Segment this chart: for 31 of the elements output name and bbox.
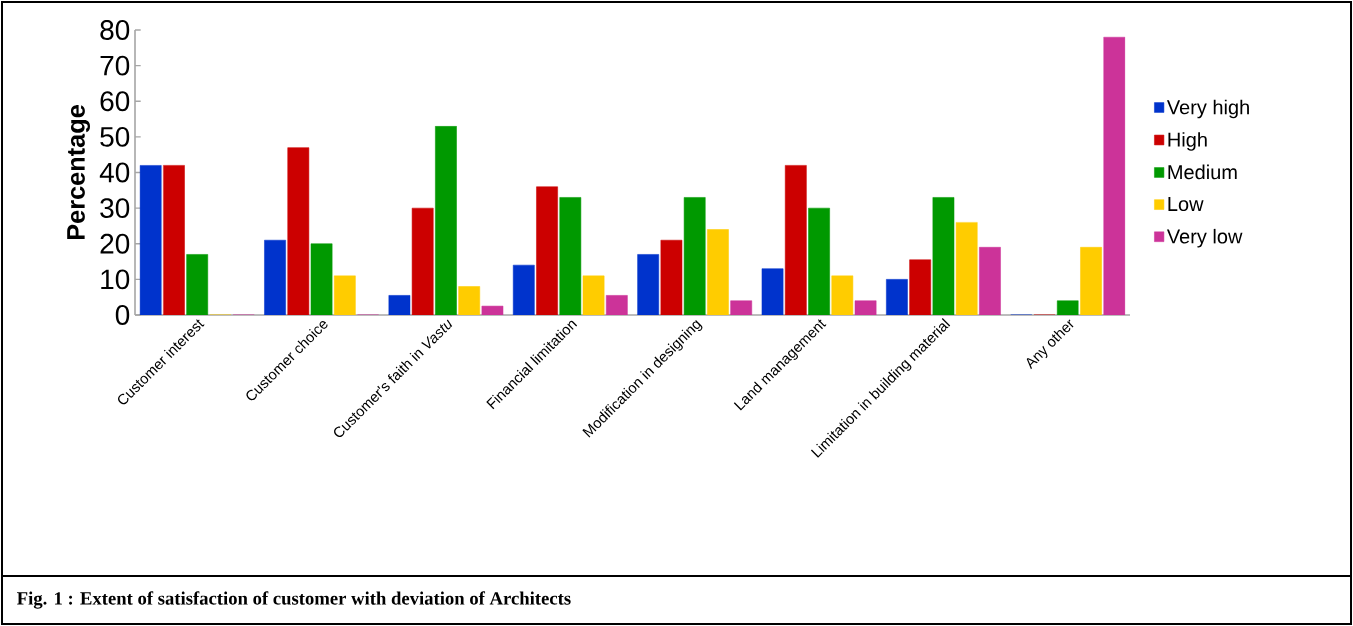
bar	[1056, 300, 1079, 315]
y-tick-label: 80	[100, 20, 130, 40]
bar	[683, 197, 706, 315]
caption: Fig. 1 : Extent of satisfaction of customer with deviation of Architects	[17, 591, 571, 609]
bar	[310, 243, 333, 315]
bar	[808, 207, 830, 315]
legend-label: Medium	[1168, 164, 1237, 180]
y-tick-label: 20	[100, 233, 130, 254]
bar	[512, 264, 535, 315]
y-tick-label: 50	[100, 126, 130, 147]
bar	[932, 197, 955, 315]
legend-label: Low	[1168, 197, 1204, 212]
bar	[264, 239, 286, 315]
y-tick-label: 40	[99, 162, 130, 183]
bar	[886, 279, 908, 315]
bar	[637, 254, 660, 315]
legend-label: Very high	[1166, 99, 1249, 119]
bar	[435, 125, 457, 315]
legend-label: Very low	[1166, 228, 1243, 248]
bar	[388, 295, 411, 315]
bar	[186, 254, 209, 315]
bar	[559, 197, 582, 315]
bar	[761, 268, 784, 315]
y-tick-label: 30	[100, 198, 130, 219]
y-tick-label: 70	[100, 55, 130, 76]
y-tick-label: 0	[115, 305, 130, 325]
y-axis-title: Percentage	[67, 105, 90, 240]
bar	[139, 165, 162, 315]
y-tick-label: 60	[100, 91, 130, 112]
y-tick-label: 10	[101, 269, 130, 290]
legend-label: High	[1168, 132, 1207, 151]
